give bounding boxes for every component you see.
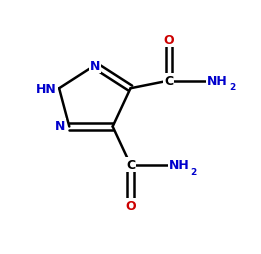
Text: O: O	[125, 199, 136, 212]
Text: N: N	[55, 119, 66, 132]
Text: NH: NH	[207, 75, 228, 88]
Text: C: C	[164, 75, 173, 88]
Text: 2: 2	[191, 167, 197, 176]
Text: O: O	[163, 34, 174, 47]
Text: 2: 2	[229, 83, 235, 92]
Text: N: N	[90, 60, 100, 72]
Text: HN: HN	[36, 83, 57, 95]
Text: NH: NH	[169, 159, 189, 171]
Text: C: C	[126, 159, 135, 171]
